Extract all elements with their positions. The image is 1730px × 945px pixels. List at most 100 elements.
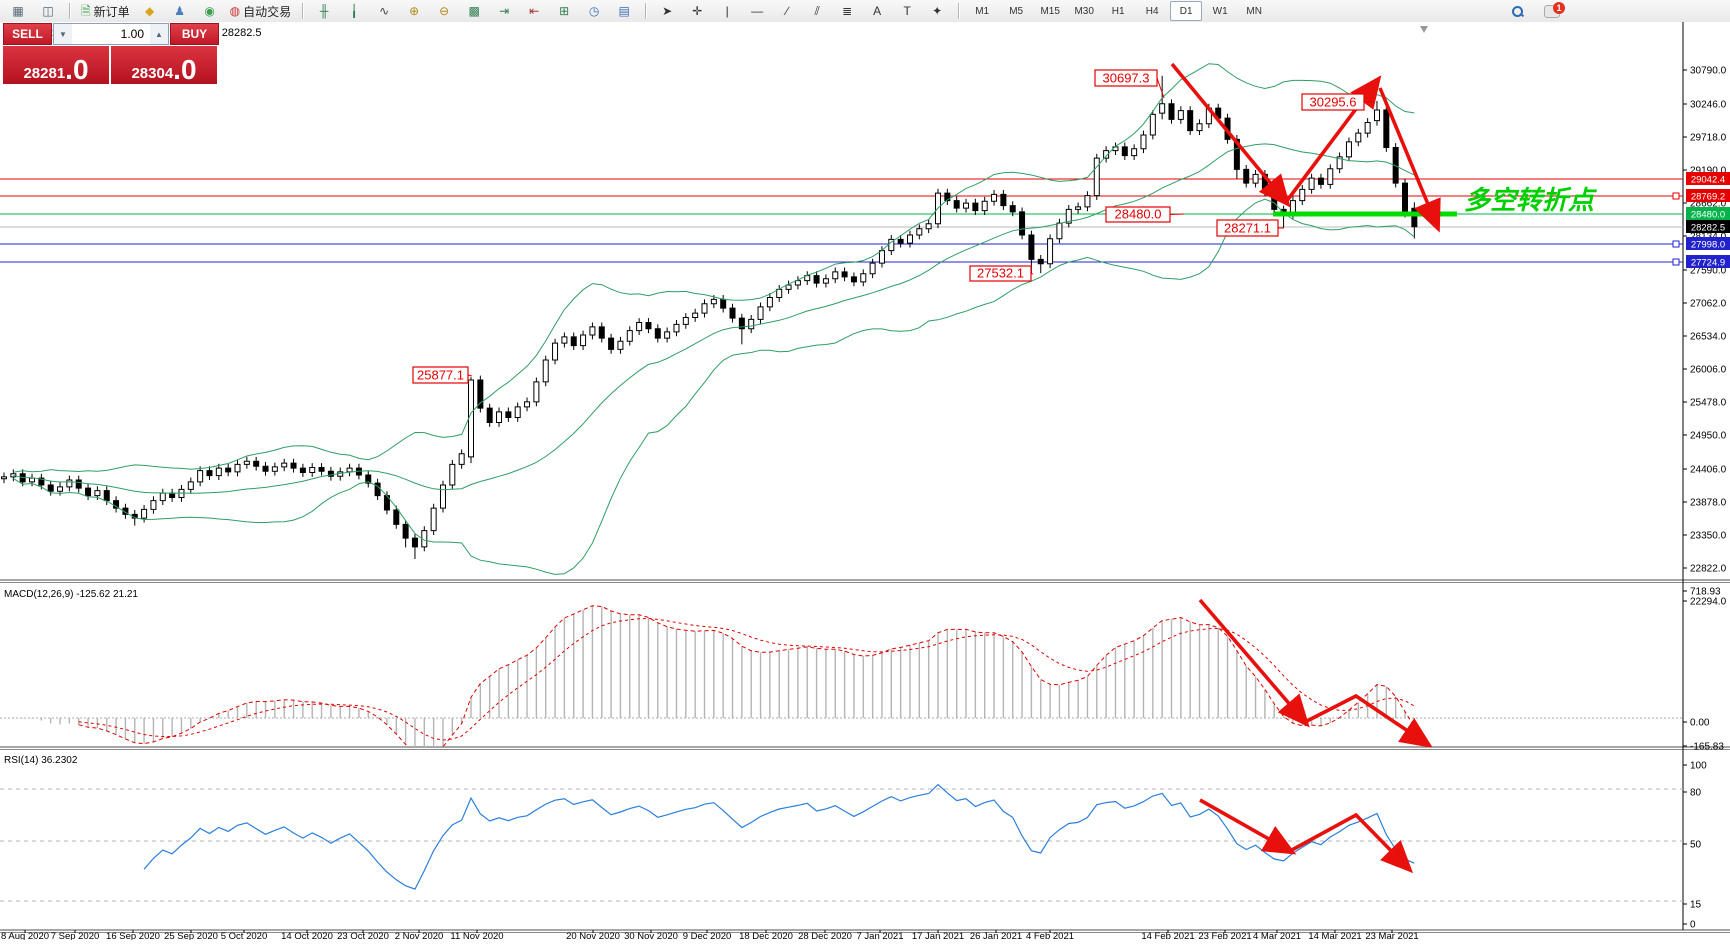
autotrading-button[interactable]: ◍ 自动交易: [226, 1, 296, 21]
candle: [738, 317, 745, 330]
candle: [309, 467, 316, 473]
indicators-button[interactable]: ⊞: [550, 1, 578, 21]
price-callout-25877.1[interactable]: 25877.1: [412, 366, 473, 384]
notifications-button[interactable]: 1: [1538, 1, 1566, 21]
auto-scroll-button[interactable]: ⇥: [490, 1, 518, 21]
trend-arrow[interactable]: [1198, 598, 1310, 728]
candle: [860, 273, 867, 283]
candle: [1149, 113, 1156, 136]
crosshair-button[interactable]: ✛: [683, 1, 711, 21]
candle: [953, 200, 960, 209]
price-callout-30697.3[interactable]: 30697.3: [1094, 69, 1165, 99]
date-axis-label: 18 Dec 2020: [739, 931, 793, 940]
candle: [710, 298, 717, 305]
timeframe-mn[interactable]: MN: [1246, 5, 1262, 17]
new-order-button[interactable]: 🗎 新订单: [77, 1, 134, 21]
trendline-icon: ∕: [786, 4, 789, 18]
price-callout-27532.1[interactable]: 27532.1: [969, 265, 1034, 282]
cursor-button[interactable]: ➤: [653, 1, 681, 21]
rsi-axis-label: 50: [1690, 840, 1702, 851]
periods-button[interactable]: ◷: [580, 1, 608, 21]
price-callout-28271.1[interactable]: 28271.1: [1216, 219, 1284, 237]
line-handle[interactable]: [1672, 258, 1680, 266]
date-axis-label: 30 Nov 2020: [624, 931, 678, 940]
timeframe-w1[interactable]: W1: [1212, 5, 1228, 17]
price-axis-label: 29718.0: [1690, 133, 1727, 144]
line-chart-button[interactable]: ∿: [370, 1, 398, 21]
buy-price[interactable]: 28304 .0: [111, 46, 217, 84]
bb-middle: [13, 143, 1415, 494]
timeframe-h4[interactable]: H4: [1145, 5, 1159, 17]
candle: [1364, 122, 1371, 134]
price-callout-30295.6[interactable]: 30295.6: [1301, 93, 1374, 111]
search-button[interactable]: [1503, 1, 1531, 21]
text-button[interactable]: A: [863, 1, 891, 21]
volume-increase-button[interactable]: ▲: [150, 24, 168, 44]
equidistant-channel-button[interactable]: ⫽: [803, 1, 831, 21]
date-axis-label: 2 Nov 2020: [395, 931, 444, 940]
timeframe-m1[interactable]: M1: [975, 5, 990, 17]
bb-lower: [13, 198, 1415, 575]
tile-windows-button[interactable]: ▩: [460, 1, 488, 21]
main-toolbar: ▦ ◫ 🗎 新订单 ◆ ♟ ◉ ◍ 自动交易 ╫ ╽ ∿ ⊕ ⊖ ▩ ⇥ ⇤ ⊞ ◷ ▤ ➤ ✛ | — ∕ ⫽ ≣ A…: [0, 0, 1730, 23]
price-callout-28480.0[interactable]: 28480.0: [1105, 206, 1185, 223]
buy-button[interactable]: BUY: [170, 23, 219, 45]
trend-arrow[interactable]: [1289, 812, 1414, 874]
line-handle[interactable]: [1672, 192, 1680, 200]
new-chart-button[interactable]: ▦: [4, 1, 32, 21]
candle: [850, 276, 857, 283]
candle: [234, 463, 241, 473]
macd-main-line: [78, 605, 1415, 747]
date-axis-label: 23 Feb 2021: [1198, 931, 1251, 940]
svg-text:28480.0: 28480.0: [1115, 207, 1162, 222]
candle: [1271, 191, 1278, 210]
date-axis-label: 9 Dec 2020: [683, 931, 732, 940]
timeframe-m5[interactable]: M5: [1009, 5, 1024, 17]
price-axis-label: 24950.0: [1690, 431, 1727, 442]
candle: [766, 297, 773, 308]
trend-arrow[interactable]: [1304, 693, 1433, 747]
volume-decrease-button[interactable]: ▼: [54, 24, 72, 44]
timeframe-m15[interactable]: M15: [1040, 5, 1060, 17]
candle: [869, 262, 876, 275]
cn-annotation[interactable]: 多空转折点: [1464, 185, 1598, 215]
timeframe-d1[interactable]: D1: [1170, 1, 1203, 21]
trendline-button[interactable]: ∕: [773, 1, 801, 21]
trend-arrow[interactable]: [1170, 62, 1291, 208]
timeframe-h1[interactable]: H1: [1111, 5, 1125, 17]
arrows-button[interactable]: ✦: [923, 1, 951, 21]
line-handle[interactable]: [1672, 240, 1680, 248]
new-order-icon: 🗎: [81, 4, 91, 18]
templates-button[interactable]: ▤: [610, 1, 638, 21]
zoom-out-button[interactable]: ⊖: [430, 1, 458, 21]
candle: [430, 507, 437, 532]
candle: [972, 202, 979, 212]
sell-price[interactable]: 28281 .0: [3, 46, 109, 84]
sell-button[interactable]: SELL: [3, 23, 52, 45]
trend-arrow[interactable]: [1199, 798, 1297, 855]
zoom-in-button[interactable]: ⊕: [400, 1, 428, 21]
candlestick-icon: ╽: [350, 4, 358, 18]
funnel-button[interactable]: ◆: [136, 1, 164, 21]
chart-shift-marker[interactable]: [1420, 26, 1428, 33]
trend-arrow[interactable]: [1378, 87, 1441, 233]
chart-shift-button[interactable]: ⇤: [520, 1, 548, 21]
candle: [580, 334, 587, 347]
timeframe-m30[interactable]: M30: [1074, 5, 1094, 17]
fibonacci-button[interactable]: ≣: [833, 1, 861, 21]
profiles-button[interactable]: ◫: [34, 1, 62, 21]
candle: [47, 484, 54, 492]
vertical-line-button[interactable]: |: [713, 1, 741, 21]
horizontal-line-button[interactable]: —: [743, 1, 771, 21]
rsi-axis-label: 0: [1690, 920, 1696, 931]
mql5-community-button[interactable]: ◉: [196, 1, 224, 21]
candlestick-button[interactable]: ╽: [340, 1, 368, 21]
metaeditor-button[interactable]: ♟: [166, 1, 194, 21]
bar-chart-button[interactable]: ╫: [310, 1, 338, 21]
text-label-button[interactable]: T: [893, 1, 921, 21]
candle: [533, 381, 540, 403]
volume-stepper[interactable]: ▼ 1.00 ▲: [53, 23, 169, 45]
svg-text:28271.1: 28271.1: [1224, 221, 1271, 236]
volume-value[interactable]: 1.00: [120, 27, 144, 41]
date-axis-label: 16 Sep 2020: [106, 931, 160, 940]
